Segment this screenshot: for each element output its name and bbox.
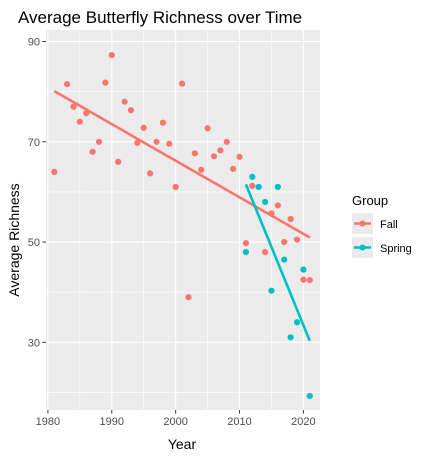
- fall-point: [230, 165, 237, 172]
- fall-point: [115, 158, 122, 165]
- spring-point: [300, 266, 307, 273]
- x-axis-title: Year: [168, 436, 197, 452]
- spring-point: [306, 392, 313, 400]
- fall-point: [95, 138, 103, 145]
- data-points: [51, 51, 313, 400]
- spring-point: [255, 183, 262, 191]
- legend: Group Fall Spring: [352, 193, 412, 258]
- fall-point: [147, 170, 154, 177]
- y-axis-title: Average Richness: [6, 183, 22, 296]
- x-tick-label: 2000: [163, 416, 187, 428]
- spring-point: [293, 319, 301, 326]
- fall-point: [249, 182, 256, 190]
- fall-point: [185, 294, 192, 301]
- fall-point: [210, 153, 218, 160]
- fall-point: [140, 124, 147, 131]
- y-tick-label: 30: [28, 337, 40, 349]
- fall-point: [268, 210, 275, 217]
- fall-point: [63, 81, 71, 88]
- spring-point: [281, 256, 288, 263]
- x-tick-label: 2010: [227, 416, 251, 428]
- fall-trend-line: [53, 90, 311, 239]
- fall-point: [191, 150, 198, 157]
- fall-point: [261, 248, 269, 256]
- x-axis-ticks: 1980 1990 2000 2010 2020: [36, 410, 316, 428]
- fall-point: [108, 51, 115, 59]
- fall-point: [172, 183, 179, 191]
- trend-lines: [53, 90, 311, 342]
- fall-point: [134, 139, 141, 146]
- fall-legend-label: Fall: [380, 219, 398, 231]
- fall-point: [217, 147, 224, 154]
- fall-point: [70, 103, 77, 110]
- x-tick-label: 1990: [100, 416, 124, 428]
- fall-point: [51, 168, 58, 175]
- legend-title: Group: [352, 193, 388, 208]
- fall-point: [83, 110, 90, 117]
- spring-point: [242, 248, 250, 256]
- fall-point: [166, 140, 173, 147]
- fall-point: [153, 138, 160, 145]
- fall-point: [287, 215, 294, 223]
- fall-point: [159, 119, 166, 126]
- fall-point: [178, 80, 186, 87]
- plot-panel: [46, 30, 320, 410]
- spring-point: [274, 183, 281, 191]
- fall-point: [306, 277, 313, 284]
- spring-point: [249, 173, 256, 180]
- spring-legend-point: [359, 244, 366, 251]
- y-tick-label: 50: [28, 237, 40, 249]
- fall-point: [242, 239, 250, 247]
- spring-point: [261, 198, 269, 206]
- major-gridlines: [46, 30, 320, 410]
- fall-point: [198, 166, 205, 173]
- spring-point: [287, 334, 294, 341]
- chart-title: Average Butterfly Richness over Time: [18, 8, 302, 27]
- spring-point: [268, 287, 275, 294]
- fall-point: [293, 236, 301, 243]
- y-tick-label: 70: [28, 137, 40, 149]
- fall-point: [204, 125, 211, 132]
- fall-point: [102, 79, 109, 86]
- x-tick-label: 2020: [291, 416, 315, 428]
- fall-legend-point: [359, 220, 366, 227]
- fall-point: [76, 118, 83, 125]
- y-tick-label: 90: [28, 37, 40, 49]
- spring-legend-label: Spring: [380, 243, 412, 255]
- fall-point: [236, 153, 243, 160]
- fall-point: [274, 202, 281, 209]
- fall-point: [121, 98, 128, 105]
- fall-point: [127, 107, 135, 114]
- x-tick-label: 1980: [36, 416, 60, 428]
- fall-point: [281, 238, 288, 246]
- minor-gridlines: [46, 30, 320, 410]
- fall-point: [223, 138, 230, 145]
- y-axis-ticks: 30 50 70 90: [28, 37, 46, 349]
- spring-trend-line: [244, 183, 311, 342]
- fall-point: [89, 148, 96, 155]
- fall-point: [300, 276, 307, 283]
